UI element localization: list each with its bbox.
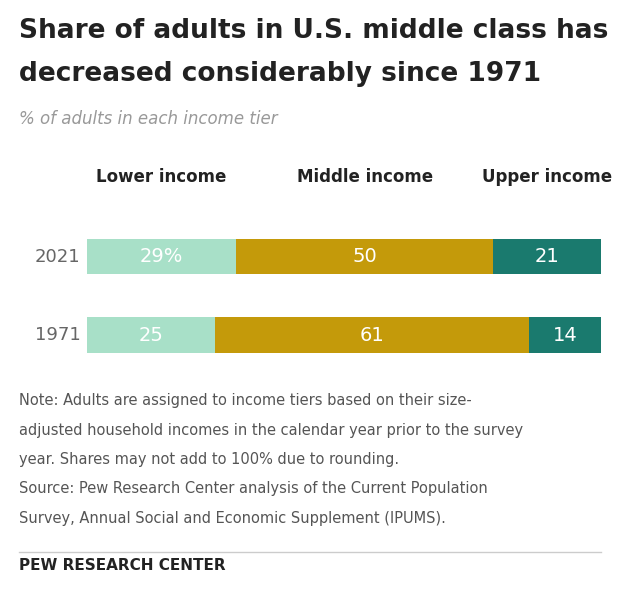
Text: Share of adults in U.S. middle class has: Share of adults in U.S. middle class has [19, 18, 608, 45]
Text: Note: Adults are assigned to income tiers based on their size-: Note: Adults are assigned to income tier… [19, 393, 471, 409]
Text: Middle income: Middle income [296, 168, 433, 186]
Text: decreased considerably since 1971: decreased considerably since 1971 [19, 61, 541, 87]
Bar [87, 239, 236, 274]
Bar [216, 317, 529, 353]
Text: 50: 50 [352, 247, 377, 266]
Bar [87, 317, 216, 353]
Text: % of adults in each income tier: % of adults in each income tier [19, 110, 277, 128]
Bar [494, 239, 601, 274]
Text: Upper income: Upper income [482, 168, 613, 186]
Text: 29%: 29% [140, 247, 183, 266]
Text: year. Shares may not add to 100% due to rounding.: year. Shares may not add to 100% due to … [19, 452, 399, 467]
Text: 25: 25 [139, 326, 164, 345]
Bar [236, 239, 494, 274]
Bar [529, 317, 601, 353]
Text: 14: 14 [553, 326, 578, 345]
Text: Lower income: Lower income [96, 168, 226, 186]
Text: Source: Pew Research Center analysis of the Current Population: Source: Pew Research Center analysis of … [19, 481, 487, 497]
Text: adjusted household incomes in the calendar year prior to the survey: adjusted household incomes in the calend… [19, 423, 523, 438]
Text: Survey, Annual Social and Economic Supplement (IPUMS).: Survey, Annual Social and Economic Suppl… [19, 511, 446, 526]
Text: PEW RESEARCH CENTER: PEW RESEARCH CENTER [19, 558, 225, 573]
Text: 61: 61 [360, 326, 385, 345]
Text: 21: 21 [535, 247, 560, 266]
Text: 2021: 2021 [35, 248, 81, 265]
Text: 1971: 1971 [35, 326, 81, 344]
